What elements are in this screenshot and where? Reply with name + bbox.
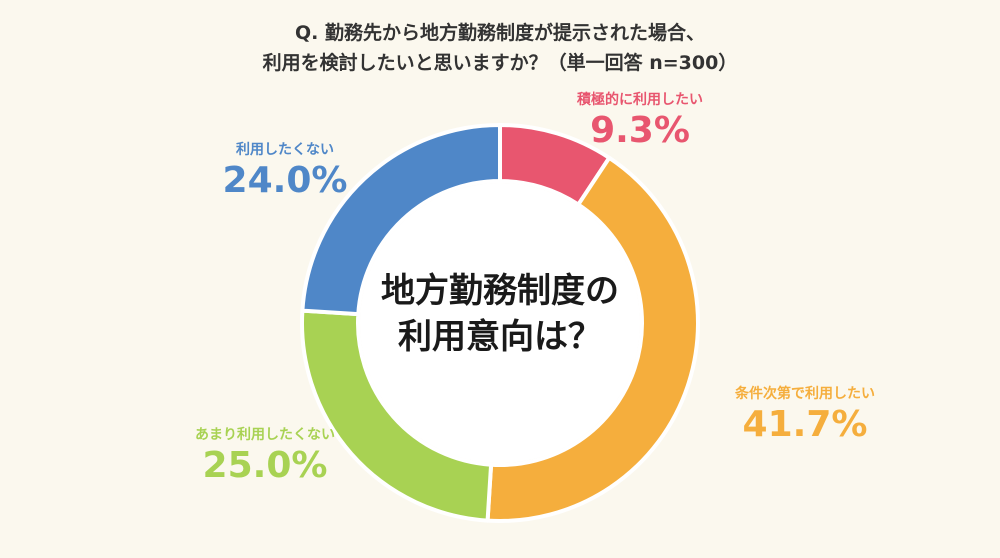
question-line-1: Q. 勤務先から地方勤務制度が提示された場合、 bbox=[295, 22, 705, 44]
question-line-2: 利用を検討したいと思いますか？（単一回答 n=300） bbox=[262, 52, 738, 74]
slice-name-active: 積極的に利用したい bbox=[577, 92, 703, 108]
slice-label-active: 積極的に利用したい 9.3% bbox=[520, 90, 760, 152]
center-line-1: 地方勤務制度の bbox=[381, 271, 619, 311]
center-line-2: 利用意向は？ bbox=[398, 317, 602, 357]
slice-value-reluctant: 25.0% bbox=[202, 445, 328, 486]
slice-label-reluctant: あまり利用したくない 25.0% bbox=[150, 425, 380, 487]
slice-name-reluctant: あまり利用したくない bbox=[195, 427, 335, 443]
donut-slice-unwilling bbox=[300, 123, 502, 317]
donut-hole bbox=[360, 183, 640, 463]
slice-label-unwilling: 利用したくない 24.0% bbox=[190, 140, 380, 202]
chart-center-label: 地方勤務制度の 利用意向は？ bbox=[380, 268, 620, 360]
donut-slice-conditional bbox=[485, 155, 700, 523]
question-title: Q. 勤務先から地方勤務制度が提示された場合、 利用を検討したいと思いますか？（… bbox=[0, 18, 1000, 78]
slice-name-unwilling: 利用したくない bbox=[236, 142, 334, 158]
slice-value-conditional: 41.7% bbox=[742, 404, 868, 445]
slice-value-active: 9.3% bbox=[590, 110, 690, 151]
slice-name-conditional: 条件次第で利用したい bbox=[735, 386, 875, 402]
slice-value-unwilling: 24.0% bbox=[222, 160, 348, 201]
slice-label-conditional: 条件次第で利用したい 41.7% bbox=[690, 384, 920, 446]
